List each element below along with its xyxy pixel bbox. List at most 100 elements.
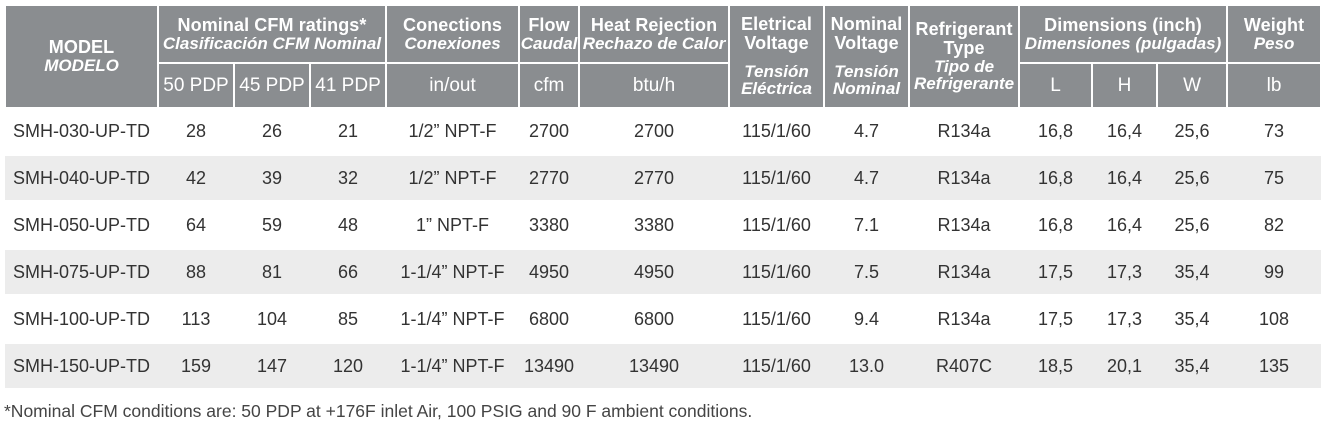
- cell-dim-l: 16,8: [1019, 201, 1093, 250]
- cell-connection: 1/2” NPT-F: [386, 108, 520, 156]
- cell-dim-l: 17,5: [1019, 295, 1093, 344]
- header-dimensions: Dimensions (inch) Dimensiones (pulgadas): [1018, 4, 1229, 64]
- header-connections: Conections Conexiones: [385, 4, 521, 64]
- cell-weight: 75: [1227, 154, 1322, 203]
- cell-heat-rejection: 2770: [579, 154, 730, 203]
- cell-41-pdp: 21: [310, 108, 387, 156]
- cell-heat-rejection: 6800: [579, 295, 730, 344]
- header-dim-w: W: [1156, 62, 1229, 109]
- header-heat-rejection: Heat Rejection Rechazo de Calor: [578, 4, 731, 64]
- header-50-pdp: 50 PDP: [157, 62, 235, 109]
- cell-refrigerant: R134a: [909, 248, 1020, 297]
- table-row: SMH-030-UP-TD 28 26 21 1/2” NPT-F 2700 2…: [5, 108, 1322, 156]
- cell-45-pdp: 104: [234, 295, 310, 344]
- cell-refrigerant: R134a: [909, 295, 1020, 344]
- cell-41-pdp: 48: [310, 201, 387, 250]
- cell-model: SMH-150-UP-TD: [5, 342, 158, 391]
- cell-weight: 82: [1227, 201, 1322, 250]
- cell-dim-h: 16,4: [1092, 108, 1158, 156]
- cell-nominal-voltage: 9.4: [824, 295, 910, 344]
- cell-41-pdp: 85: [310, 295, 387, 344]
- cell-dim-w: 35,4: [1157, 248, 1228, 297]
- table-row: SMH-075-UP-TD 88 81 66 1-1/4” NPT-F 4950…: [5, 248, 1322, 297]
- cell-dim-h: 16,4: [1092, 201, 1158, 250]
- cell-electrical-voltage: 115/1/60: [729, 342, 825, 391]
- cell-connection: 1-1/4” NPT-F: [386, 342, 520, 391]
- cell-dim-h: 17,3: [1092, 295, 1158, 344]
- cell-weight: 73: [1227, 108, 1322, 156]
- cell-heat-rejection: 4950: [579, 248, 730, 297]
- cell-model: SMH-040-UP-TD: [5, 154, 158, 203]
- header-connections-unit: in/out: [385, 62, 521, 109]
- cell-heat-rejection: 3380: [579, 201, 730, 250]
- cell-weight: 135: [1227, 342, 1322, 391]
- cell-electrical-voltage: 115/1/60: [729, 154, 825, 203]
- cell-dim-h: 16,4: [1092, 154, 1158, 203]
- header-electrical-voltage: Eletrical Voltage Tensión Eléctrica: [728, 4, 826, 109]
- cell-41-pdp: 66: [310, 248, 387, 297]
- cell-dim-w: 35,4: [1157, 342, 1228, 391]
- cell-refrigerant: R134a: [909, 201, 1020, 250]
- cell-flow: 2700: [519, 108, 580, 156]
- cell-dim-l: 16,8: [1019, 108, 1093, 156]
- cell-41-pdp: 32: [310, 154, 387, 203]
- header-flow: Flow Caudal: [518, 4, 581, 64]
- cell-dim-w: 25,6: [1157, 201, 1228, 250]
- cell-model: SMH-100-UP-TD: [5, 295, 158, 344]
- cell-nominal-voltage: 4.7: [824, 154, 910, 203]
- cell-nominal-voltage: 7.1: [824, 201, 910, 250]
- cell-flow: 3380: [519, 201, 580, 250]
- cell-refrigerant: R134a: [909, 154, 1020, 203]
- cell-dim-w: 25,6: [1157, 154, 1228, 203]
- cell-flow: 2770: [519, 154, 580, 203]
- cell-45-pdp: 147: [234, 342, 310, 391]
- cell-50-pdp: 88: [158, 248, 234, 297]
- cell-41-pdp: 120: [310, 342, 387, 391]
- cell-45-pdp: 59: [234, 201, 310, 250]
- cell-45-pdp: 39: [234, 154, 310, 203]
- cell-nominal-voltage: 4.7: [824, 108, 910, 156]
- cell-model: SMH-050-UP-TD: [5, 201, 158, 250]
- header-flow-unit: cfm: [518, 62, 581, 109]
- table-row: SMH-150-UP-TD 159 147 120 1-1/4” NPT-F 1…: [5, 342, 1322, 391]
- footnote: *Nominal CFM conditions are: 50 PDP at +…: [4, 401, 753, 421]
- cell-dim-h: 17,3: [1092, 248, 1158, 297]
- cell-dim-l: 17,5: [1019, 248, 1093, 297]
- header-heat-unit: btu/h: [578, 62, 731, 109]
- cell-weight: 99: [1227, 248, 1322, 297]
- cell-refrigerant: R407C: [909, 342, 1020, 391]
- table-row: SMH-050-UP-TD 64 59 48 1” NPT-F 3380 338…: [5, 201, 1322, 250]
- table-body: SMH-030-UP-TD 28 26 21 1/2” NPT-F 2700 2…: [5, 108, 1322, 391]
- cell-heat-rejection: 13490: [579, 342, 730, 391]
- cell-flow: 4950: [519, 248, 580, 297]
- cell-nominal-voltage: 7.5: [824, 248, 910, 297]
- header-weight: Weight Peso: [1226, 4, 1323, 64]
- table-row: SMH-100-UP-TD 113 104 85 1-1/4” NPT-F 68…: [5, 295, 1322, 344]
- cell-heat-rejection: 2700: [579, 108, 730, 156]
- header-41-pdp: 41 PDP: [308, 62, 388, 109]
- header-dim-h: H: [1091, 62, 1159, 109]
- cell-model: SMH-030-UP-TD: [5, 108, 158, 156]
- table-header: MODEL MODELO Nominal CFM ratings* Clasif…: [4, 4, 1323, 109]
- cell-50-pdp: 28: [158, 108, 234, 156]
- cell-50-pdp: 42: [158, 154, 234, 203]
- cell-dim-l: 16,8: [1019, 154, 1093, 203]
- header-refrigerant-type: Refrigerant Type Tipo de Refrigerante: [908, 4, 1021, 109]
- header-nominal-voltage: Nominal Voltage Tensión Nominal: [823, 4, 911, 109]
- cell-50-pdp: 113: [158, 295, 234, 344]
- cell-dim-w: 35,4: [1157, 295, 1228, 344]
- cell-50-pdp: 159: [158, 342, 234, 391]
- cell-nominal-voltage: 13.0: [824, 342, 910, 391]
- cell-flow: 6800: [519, 295, 580, 344]
- spec-table: MODEL MODELO Nominal CFM ratings* Clasif…: [4, 4, 1323, 391]
- table-row: SMH-040-UP-TD 42 39 32 1/2” NPT-F 2770 2…: [5, 154, 1322, 203]
- cell-dim-h: 20,1: [1092, 342, 1158, 391]
- cell-dim-w: 25,6: [1157, 108, 1228, 156]
- cell-45-pdp: 81: [234, 248, 310, 297]
- cell-electrical-voltage: 115/1/60: [729, 295, 825, 344]
- cell-refrigerant: R134a: [909, 108, 1020, 156]
- cell-connection: 1-1/4” NPT-F: [386, 295, 520, 344]
- cell-model: SMH-075-UP-TD: [5, 248, 158, 297]
- cell-connection: 1/2” NPT-F: [386, 154, 520, 203]
- cell-flow: 13490: [519, 342, 580, 391]
